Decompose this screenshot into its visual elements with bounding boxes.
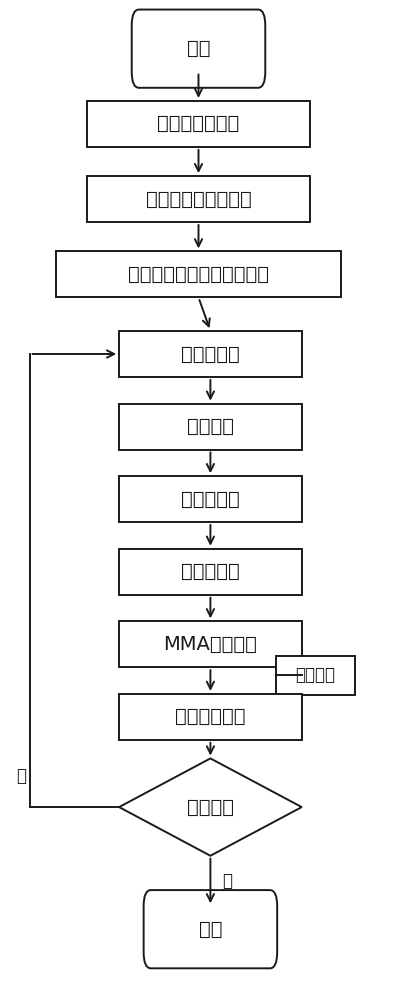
Bar — [87, 101, 310, 147]
Text: 有限元计算: 有限元计算 — [181, 490, 240, 509]
Text: 优化模型: 优化模型 — [187, 417, 234, 436]
Bar — [276, 656, 355, 695]
Text: 开始: 开始 — [187, 39, 210, 58]
Text: 热传导问题等效: 热传导问题等效 — [157, 114, 240, 133]
Bar — [56, 251, 341, 297]
Bar — [87, 176, 310, 222]
Text: 到达热沉: 到达热沉 — [187, 798, 234, 817]
FancyBboxPatch shape — [132, 10, 265, 88]
Bar — [119, 549, 302, 595]
Bar — [119, 694, 302, 740]
Text: MMA优化求解: MMA优化求解 — [164, 635, 257, 654]
Text: 结束: 结束 — [198, 920, 222, 939]
Text: 冷却通道生长: 冷却通道生长 — [175, 707, 246, 726]
Text: 有限差分: 有限差分 — [296, 666, 335, 684]
Bar — [119, 621, 302, 667]
Text: 否: 否 — [16, 767, 26, 785]
Text: 是: 是 — [222, 872, 232, 890]
Polygon shape — [119, 758, 302, 856]
Bar — [119, 331, 302, 377]
Text: 灵敏度分析: 灵敏度分析 — [181, 562, 240, 581]
Text: 水平集函数: 水平集函数 — [181, 344, 240, 363]
Text: 离散环境形成有限元基结构: 离散环境形成有限元基结构 — [128, 265, 269, 284]
Bar — [119, 404, 302, 450]
Text: 确定热源、热沉位置: 确定热源、热沉位置 — [146, 190, 251, 209]
Bar — [119, 476, 302, 522]
FancyBboxPatch shape — [144, 890, 277, 968]
